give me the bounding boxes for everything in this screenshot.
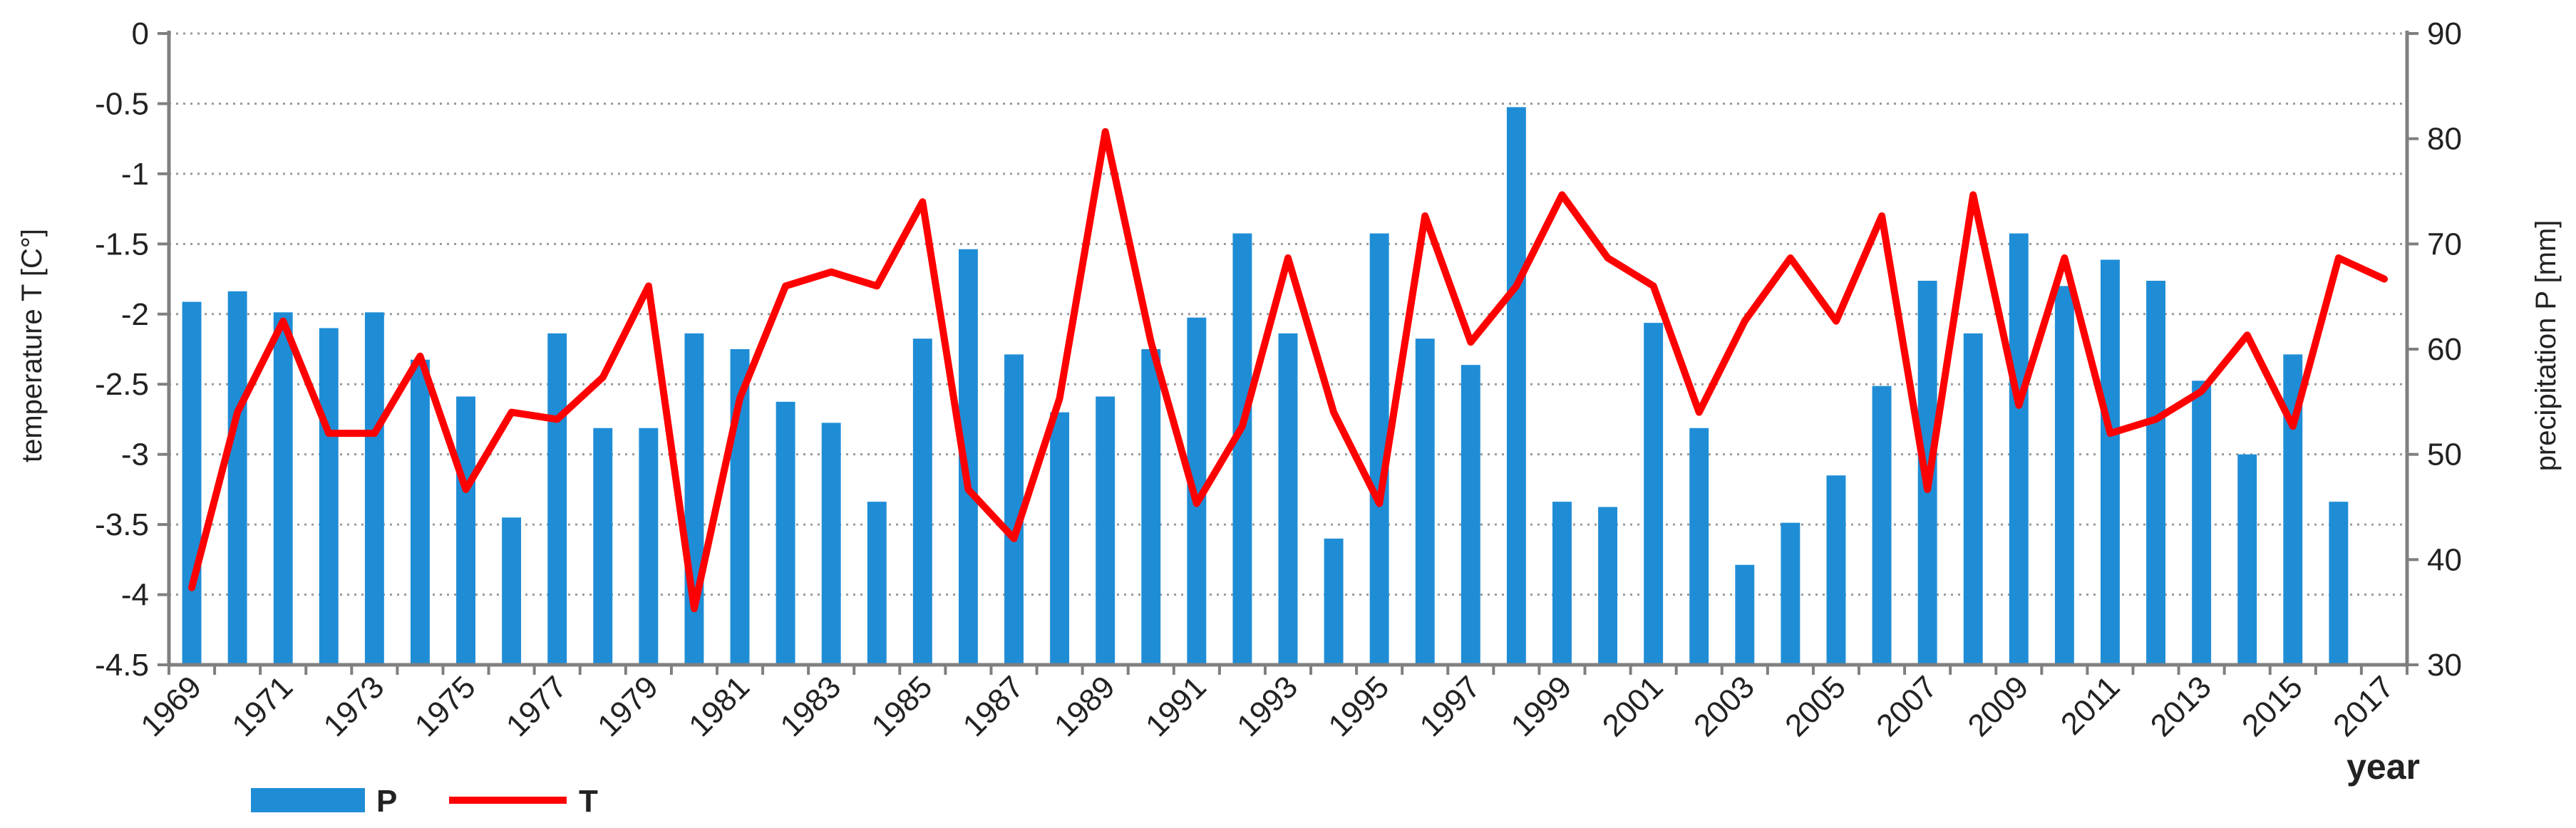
left-tick-label: -1 [121, 157, 149, 192]
legend-label-t: T [579, 784, 598, 819]
precipitation-bar [1415, 338, 1435, 665]
precipitation-bar [319, 328, 339, 665]
precipitation-bar [1506, 107, 1526, 665]
right-axis-title: precipitation P [mm] [2530, 220, 2562, 472]
precipitation-bar [1141, 349, 1161, 665]
x-tick-label: 2011 [2054, 669, 2127, 742]
precipitation-bar [502, 517, 522, 665]
left-tick-label: -4 [121, 578, 149, 613]
precipitation-bar [912, 338, 932, 665]
precipitation-bar [1872, 385, 1892, 665]
x-tick-label: 1971 [225, 669, 299, 743]
precipitation-bar [1598, 507, 1618, 665]
x-tick-label: 1985 [865, 669, 939, 743]
x-ticks: 1969 1971 1973 1975 1977 1979 1981 1983 1985 1987… [134, 665, 2408, 743]
x-tick-label: 1993 [1230, 669, 1304, 743]
temperature-line [188, 128, 2388, 613]
precipitation-bar [2101, 259, 2120, 665]
x-tick-label: 2009 [1962, 669, 2036, 743]
x-axis-title: year [2346, 747, 2420, 787]
precipitation-bar [364, 312, 384, 665]
precipitation-bar [273, 312, 293, 665]
x-tick-label: 1995 [1322, 669, 1396, 743]
precipitation-bar [547, 333, 567, 665]
x-tick-label: 1975 [408, 669, 483, 743]
precipitation-bar [1644, 323, 1664, 665]
left-tick-label: 0 [132, 16, 149, 51]
temperature-line-group [188, 128, 2388, 613]
precipitation-bar [1781, 522, 1800, 665]
right-tick-label: 80 [2427, 122, 2462, 157]
x-tick-label: 1989 [1048, 669, 1122, 743]
precipitation-bar [2054, 286, 2074, 665]
x-tick-label: 1991 [1139, 669, 1213, 743]
x-tick-label: 2005 [1778, 669, 1853, 743]
precipitation-bar [410, 359, 430, 665]
x-tick-label: 2007 [1870, 669, 1944, 743]
x-tick-label: 1973 [317, 669, 391, 743]
precipitation-bar [1278, 333, 1298, 665]
left-tick-label: -0.5 [95, 86, 149, 121]
x-tick-label: 1981 [682, 669, 756, 743]
left-tick-label: -1.5 [95, 227, 149, 262]
precipitation-bar [1826, 475, 1846, 665]
precipitation-bar [1460, 365, 1480, 665]
left-tick-label: -3 [121, 438, 149, 472]
x-tick-label: 2001 [1596, 669, 1670, 743]
right-tick-label: 30 [2427, 648, 2462, 683]
x-tick-label: 1999 [1505, 669, 1579, 743]
precipitation-bar [2237, 454, 2257, 665]
precipitation-bar [1689, 428, 1709, 665]
precipitation-bar [776, 401, 795, 665]
precipitation-bar [2192, 381, 2212, 665]
left-y-ticks: 0 -0.5 -1 -1.5 -2 -2.5 -3 -3.5 -4 -4.5 [95, 16, 169, 683]
left-tick-label: -2 [121, 297, 149, 332]
precipitation-bar [227, 291, 247, 665]
precipitation-bar [639, 428, 659, 665]
x-tick-label: 1979 [591, 669, 665, 743]
right-tick-label: 60 [2427, 332, 2462, 367]
x-tick-label: 1977 [500, 669, 574, 743]
x-tick-label: 2013 [2144, 669, 2218, 743]
x-tick-label: 2003 [1687, 669, 1761, 743]
x-tick-label: 1997 [1413, 669, 1488, 743]
x-tick-label: 1983 [773, 669, 847, 743]
right-tick-label: 90 [2427, 16, 2462, 51]
legend-label-p: P [376, 784, 397, 819]
precipitation-bar [2009, 233, 2029, 666]
precipitation-bar [1050, 412, 1070, 665]
right-tick-label: 70 [2427, 227, 2462, 262]
precipitation-bar [1324, 538, 1344, 665]
precipitation-bar [593, 428, 613, 665]
precipitation-bar [1552, 502, 1572, 665]
left-tick-label: -2.5 [95, 367, 149, 402]
precipitation-bar [821, 423, 841, 665]
precipitation-bar [1096, 396, 1116, 665]
precipitation-bar [1232, 233, 1252, 666]
legend-swatch-p [251, 788, 365, 812]
precipitation-bar [182, 301, 202, 665]
precipitation-bar [456, 396, 475, 665]
precipitation-bar [1735, 564, 1755, 665]
left-axis-title: temperature T [C°] [16, 229, 48, 462]
left-tick-label: -3.5 [95, 507, 149, 542]
left-tick-label: -4.5 [95, 648, 149, 683]
precipitation-bar [1963, 333, 1983, 665]
legend: P T [251, 784, 598, 819]
precipitation-bar [2146, 281, 2166, 665]
right-tick-label: 50 [2427, 438, 2462, 472]
x-tick-label: 1987 [957, 669, 1031, 743]
right-tick-label: 40 [2427, 542, 2462, 577]
precipitation-bar [867, 502, 887, 665]
x-tick-label: 2017 [2327, 669, 2401, 743]
x-tick-label: 2015 [2235, 669, 2309, 743]
precipitation-bar [684, 333, 704, 665]
precipitation-bar [2329, 502, 2349, 665]
right-y-ticks: 90 80 70 60 50 40 30 [2407, 16, 2462, 683]
